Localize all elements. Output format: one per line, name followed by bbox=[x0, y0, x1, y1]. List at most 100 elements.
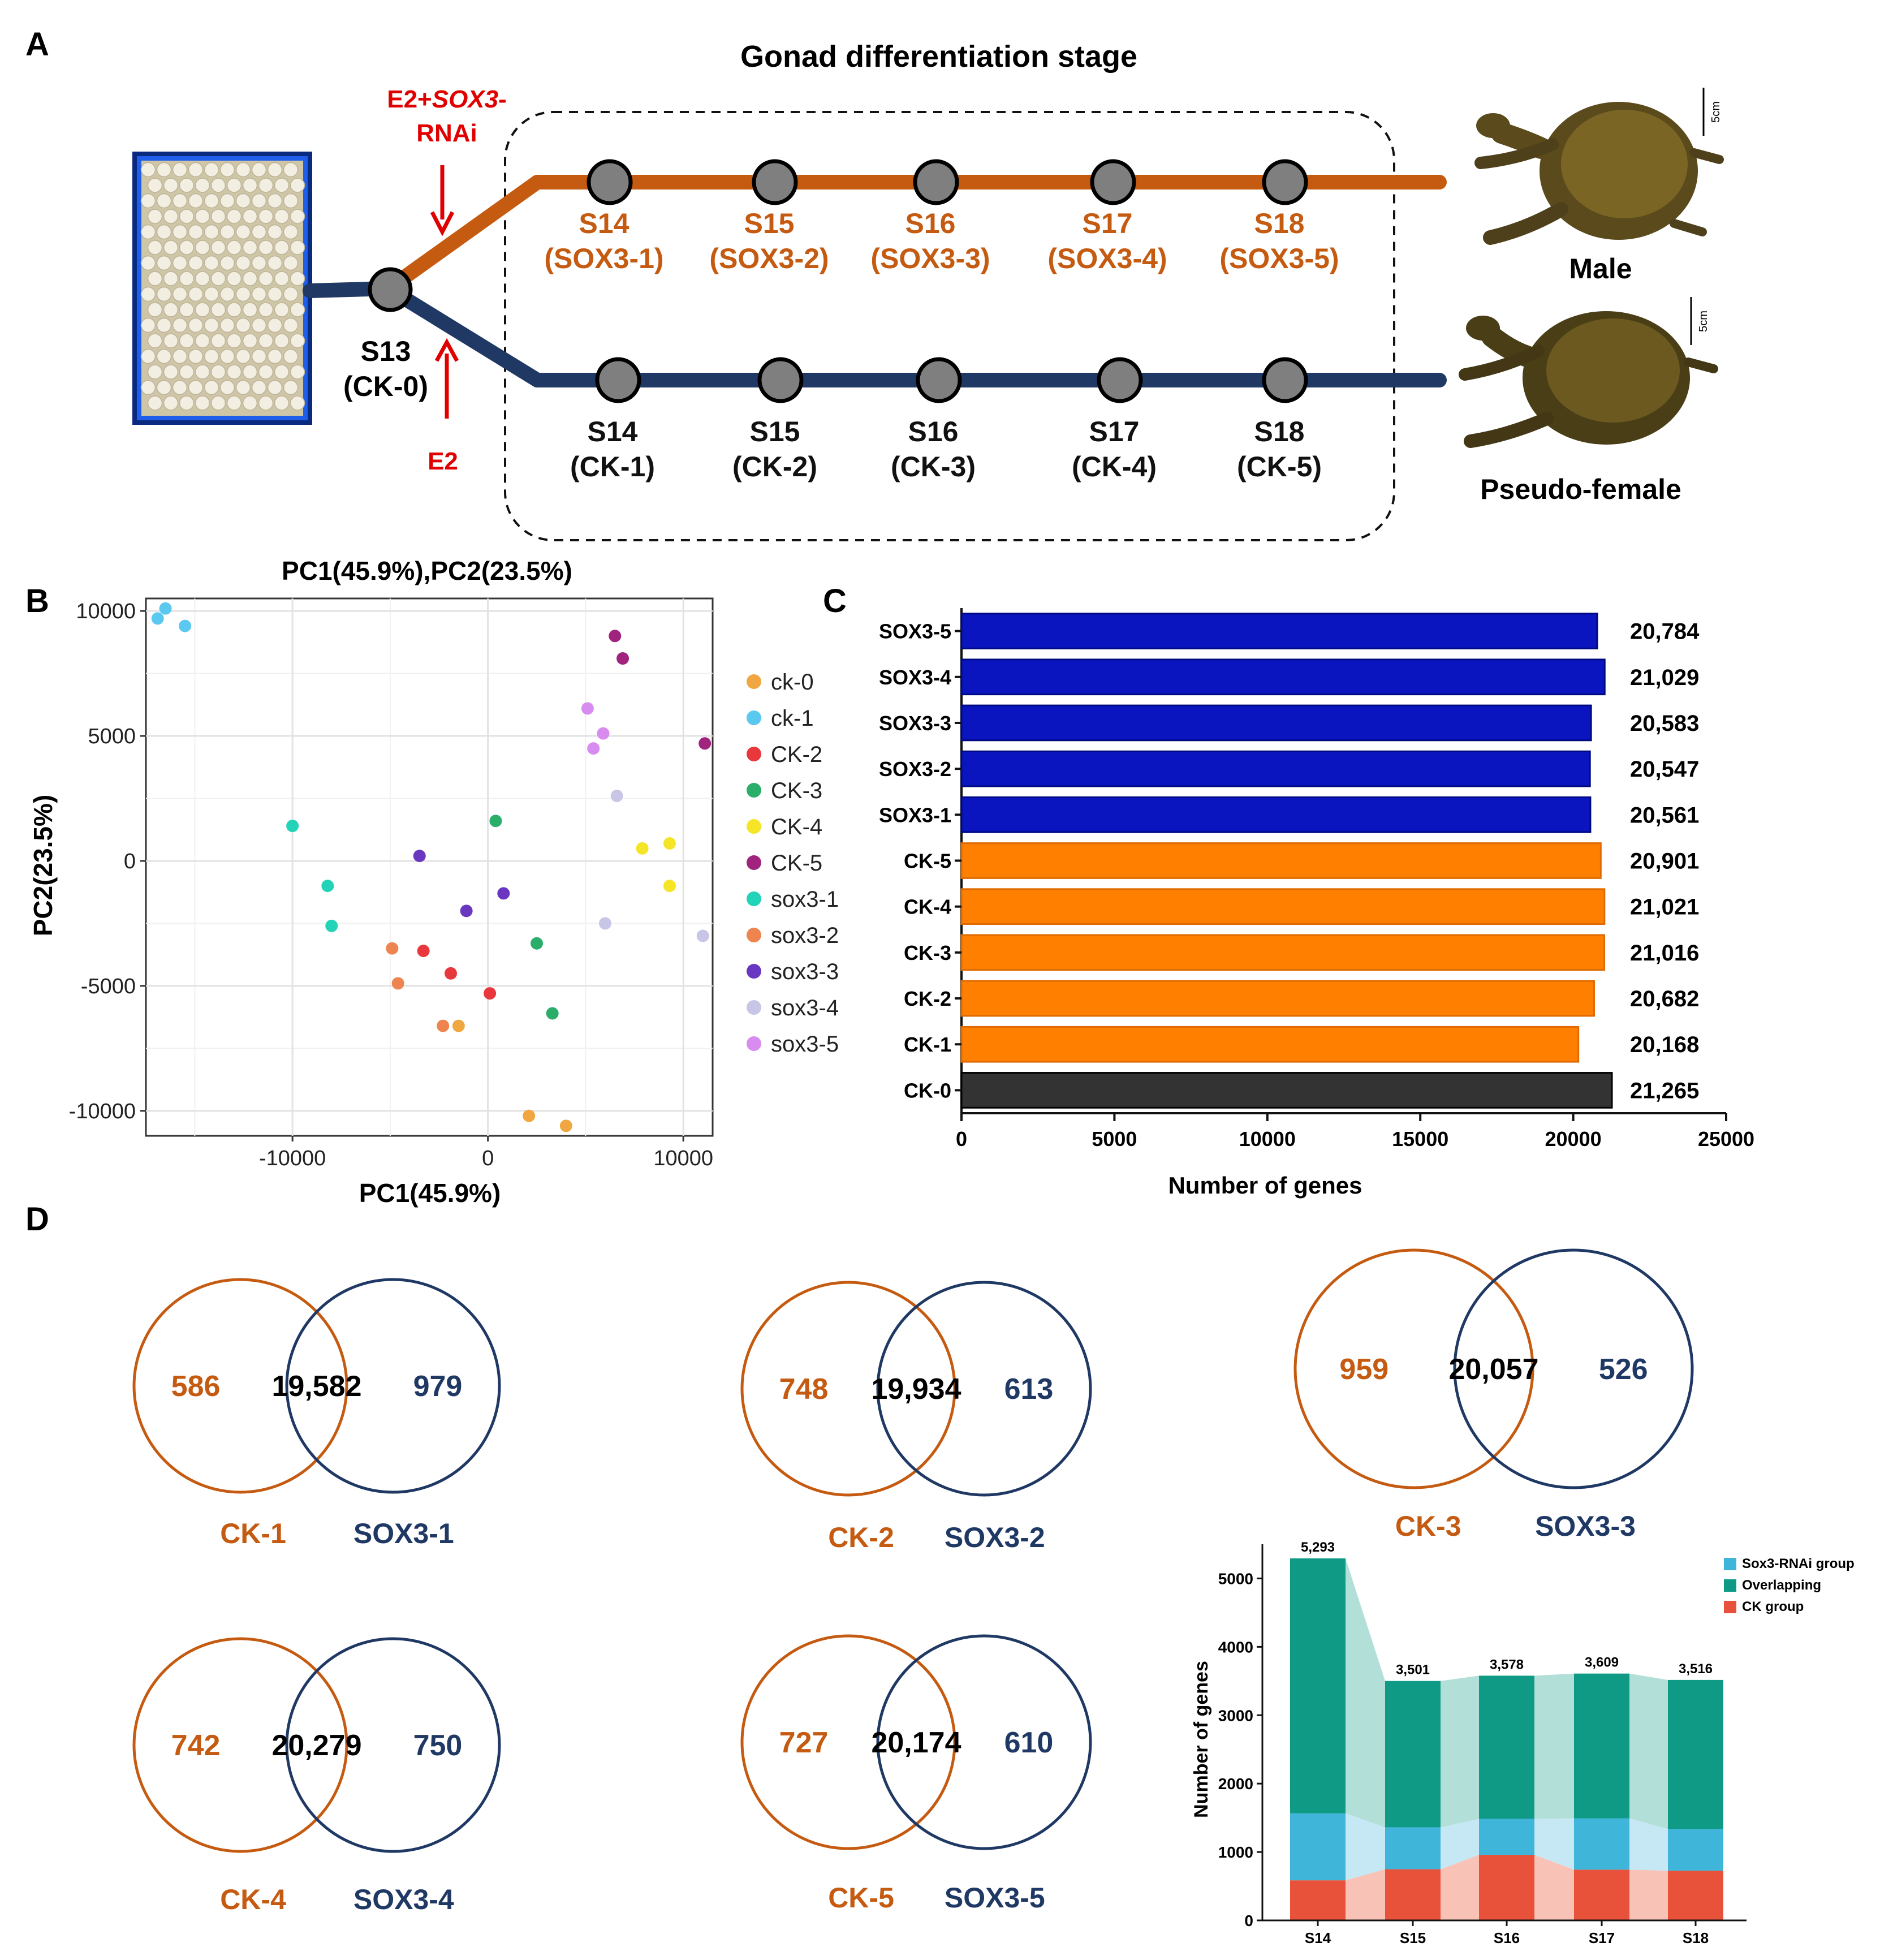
bottom-node-group-label: (CK-4) bbox=[1072, 451, 1157, 483]
venn-right-only-count: 526 bbox=[1599, 1353, 1648, 1386]
genecount-value-label: 21,021 bbox=[1630, 895, 1699, 920]
stacked-flow-band bbox=[1346, 1813, 1385, 1881]
genecount-x-tick-label: 0 bbox=[956, 1127, 967, 1151]
pca-point-sox3-5 bbox=[581, 702, 594, 715]
panel-c-gene-count-chart: 0 5000 10000 15000 20000 25000 SOX3-5 20,784 SOX… bbox=[879, 608, 1754, 1199]
stacked-segment-sox3-rnai-group bbox=[1385, 1827, 1441, 1869]
stacked-category-label: S16 bbox=[1494, 1929, 1520, 1946]
pca-plot-area bbox=[145, 597, 714, 1137]
male-turtle-image: 5cm bbox=[1474, 88, 1724, 245]
pca-legend-swatch bbox=[747, 710, 761, 725]
pca-point-ck-0 bbox=[452, 1019, 465, 1032]
pca-y-axis-label: PC2(23.5%) bbox=[28, 795, 58, 937]
venn-sox-circle bbox=[1453, 1248, 1694, 1489]
stacked-segment-overlapping bbox=[1290, 1558, 1346, 1813]
genecount-x-tick-label: 25000 bbox=[1698, 1127, 1754, 1151]
genecount-value-label: 20,682 bbox=[1630, 987, 1699, 1011]
pca-y-tick-label: -10000 bbox=[69, 1100, 136, 1123]
genecount-value-label: 21,265 bbox=[1630, 1078, 1699, 1103]
bottom-node-stage-label: S17 bbox=[1089, 416, 1140, 447]
pca-legend-label: sox3-1 bbox=[771, 887, 839, 912]
stacked-total-label: 3,501 bbox=[1396, 1662, 1430, 1678]
pca-point-sox3-1 bbox=[325, 919, 338, 932]
stacked-legend-swatch bbox=[1724, 1579, 1736, 1592]
pca-legend-swatch bbox=[747, 891, 761, 906]
treatment-label-line2: RNAi bbox=[416, 119, 477, 147]
venn-right-only-count: 610 bbox=[1004, 1726, 1054, 1759]
pca-legend-swatch bbox=[747, 928, 761, 942]
genecount-bar-sox3-3 bbox=[960, 704, 1592, 742]
venn-sox-circle bbox=[285, 1278, 501, 1494]
bottom-node-stage-label: S14 bbox=[588, 416, 638, 447]
stacked-flow-band bbox=[1441, 1855, 1479, 1920]
genecount-bar-ck-4 bbox=[960, 888, 1606, 925]
venn-diagram-4: 742 20,279 750 CK-4 SOX3-4 bbox=[132, 1637, 501, 1915]
genecount-bar-sox3-4 bbox=[960, 658, 1606, 696]
s13-group-label: (CK-0) bbox=[343, 371, 428, 402]
pca-x-tick-label: -10000 bbox=[259, 1147, 326, 1170]
stacked-y-axis-label: Number of genes bbox=[1191, 1661, 1212, 1818]
pca-legend-label: CK-3 bbox=[771, 778, 822, 803]
bottom-node-stage-label: S16 bbox=[908, 416, 959, 447]
genecount-value-label: 21,029 bbox=[1630, 665, 1699, 690]
venn-diagram-2: 748 19,934 613 CK-2 SOX3-2 bbox=[740, 1281, 1092, 1553]
node-top-s17 bbox=[1090, 159, 1136, 205]
arrow-sox3-icon bbox=[430, 165, 455, 236]
sox3-branch-line bbox=[383, 175, 1447, 295]
venn-left-only-count: 748 bbox=[779, 1373, 829, 1406]
pca-point-ck-2 bbox=[445, 967, 458, 980]
stacked-legend-label: CK group bbox=[1742, 1599, 1804, 1614]
bottom-node-group-label: (CK-5) bbox=[1237, 451, 1322, 483]
stacked-flow-band bbox=[1629, 1673, 1668, 1829]
pca-x-axis-label: PC1(45.9%) bbox=[359, 1178, 501, 1208]
pca-point-ck-2 bbox=[484, 987, 497, 1000]
venn-left-set-label: CK-4 bbox=[220, 1884, 286, 1915]
pca-point-sox3-5 bbox=[587, 742, 600, 755]
node-bottom-s18 bbox=[1262, 357, 1308, 403]
svg-text:5cm: 5cm bbox=[1710, 101, 1722, 123]
pca-legend-swatch bbox=[747, 674, 761, 689]
stacked-segment-sox3-rnai-group bbox=[1668, 1829, 1723, 1871]
genecount-bar-ck-2 bbox=[960, 980, 1595, 1017]
venn-right-only-count: 613 bbox=[1004, 1373, 1054, 1406]
stacked-total-label: 3,609 bbox=[1585, 1655, 1619, 1670]
panel-d-venn-diagrams: 586 19,582 979 CK-1 SOX3-1 748 19,934 613 CK-2 SO… bbox=[132, 1248, 1694, 1915]
genecount-x-tick-label: 10000 bbox=[1239, 1127, 1296, 1151]
node-bottom-s14 bbox=[595, 357, 641, 403]
top-node-stage-label: S18 bbox=[1254, 208, 1305, 239]
venn-overlap-count: 20,279 bbox=[271, 1729, 361, 1762]
panel-d-stacked-chart: 5,293 S14 3,501 S15 3,578 S16 3,609 S17 3,516 S18… bbox=[1191, 1540, 1855, 1946]
stacked-y-tick-label: 3000 bbox=[1218, 1707, 1253, 1724]
genecount-x-tick-label: 20000 bbox=[1545, 1127, 1602, 1151]
pca-legend-swatch bbox=[747, 1000, 761, 1015]
stacked-flow-band bbox=[1441, 1675, 1479, 1828]
genecount-x-axis-label: Number of genes bbox=[1168, 1172, 1362, 1199]
pca-point-ck-0 bbox=[523, 1109, 536, 1122]
pca-point-sox3-4 bbox=[610, 790, 623, 803]
panel-b-pca-chart: PC1(45.9%),PC2(23.5%) -10000 0 10000 -10000… bbox=[28, 556, 839, 1208]
bottom-node-group-label: (CK-3) bbox=[891, 451, 976, 483]
pca-point-sox3-2 bbox=[386, 942, 399, 955]
svg-text:5cm: 5cm bbox=[1697, 311, 1710, 332]
stacked-segment-sox3-rnai-group bbox=[1479, 1819, 1534, 1855]
stacked-flow-band bbox=[1629, 1869, 1668, 1920]
genecount-category-label: CK-3 bbox=[904, 941, 951, 964]
venn-sox-circle bbox=[876, 1634, 1092, 1850]
venn-left-only-count: 742 bbox=[171, 1729, 221, 1762]
panel-label-d: D bbox=[25, 1201, 49, 1238]
stacked-flow-band bbox=[1441, 1819, 1479, 1869]
genecount-bar-sox3-5 bbox=[960, 613, 1598, 649]
pca-point-sox3-1 bbox=[321, 880, 334, 893]
stacked-y-tick-label: 2000 bbox=[1218, 1775, 1253, 1793]
genecount-category-label: SOX3-4 bbox=[879, 666, 951, 689]
top-node-group-label: (SOX3-2) bbox=[709, 243, 829, 274]
male-label: Male bbox=[1569, 253, 1632, 285]
node-bottom-s17 bbox=[1097, 357, 1143, 403]
pca-title: PC1(45.9%),PC2(23.5%) bbox=[282, 556, 572, 585]
pca-legend-label: sox3-3 bbox=[771, 959, 839, 984]
genecount-value-label: 20,583 bbox=[1630, 711, 1699, 736]
stacked-segment-sox3-rnai-group bbox=[1290, 1813, 1346, 1881]
genecount-category-label: SOX3-1 bbox=[879, 803, 951, 826]
bottom-node-group-label: (CK-2) bbox=[732, 451, 817, 483]
pca-point-ck-4 bbox=[663, 880, 676, 893]
